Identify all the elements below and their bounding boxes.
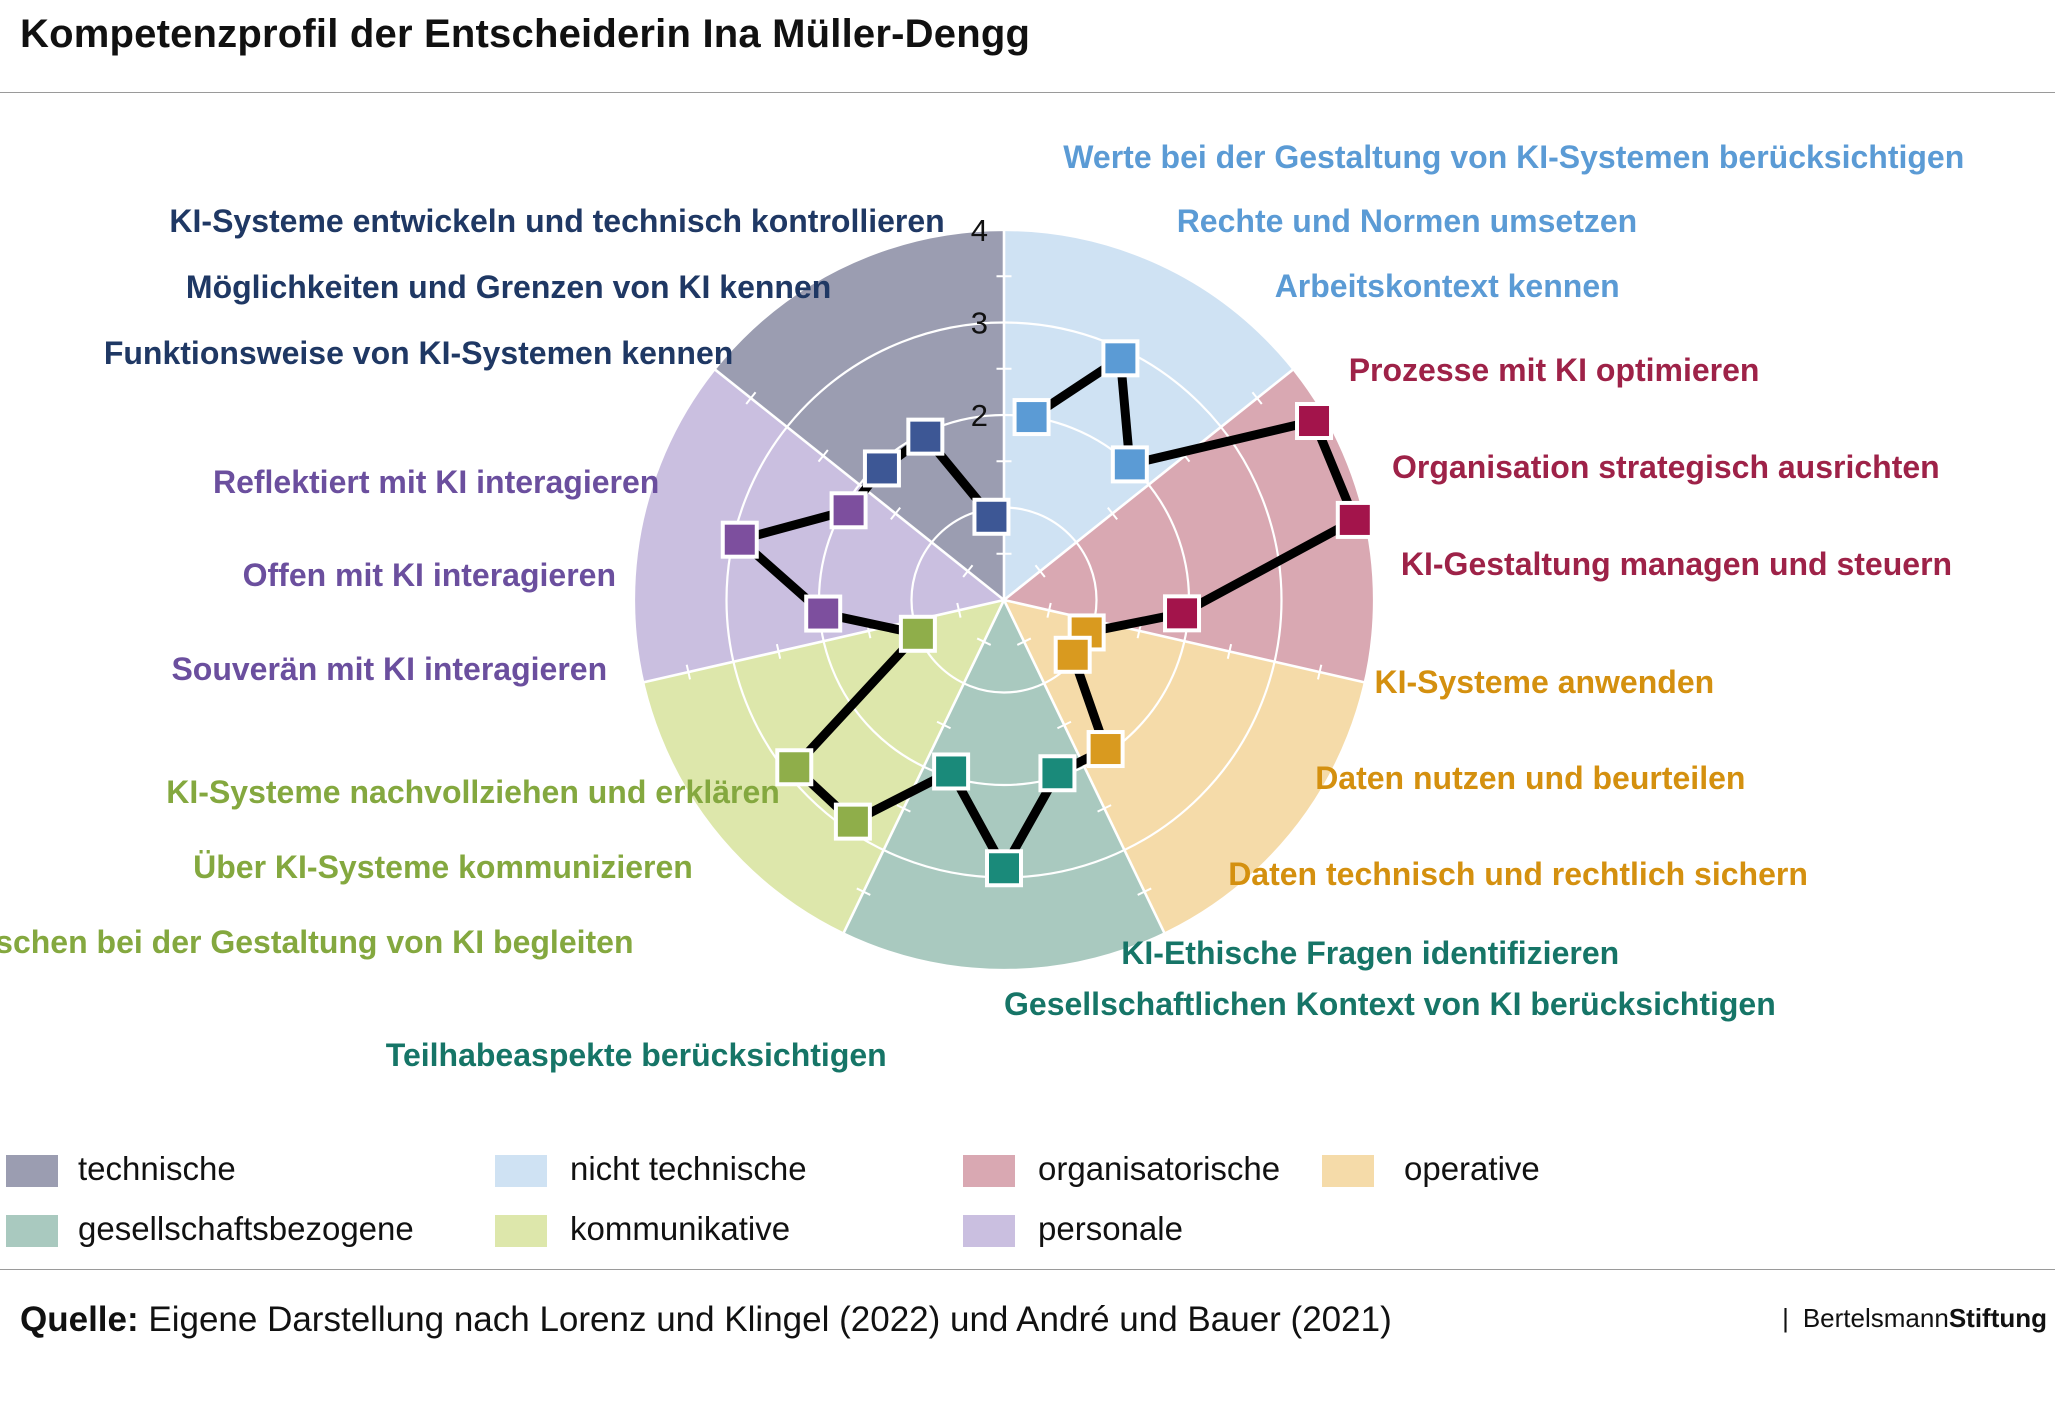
- svg-text:3: 3: [971, 306, 988, 341]
- svg-text:4: 4: [971, 213, 988, 248]
- svg-text:2: 2: [971, 398, 988, 433]
